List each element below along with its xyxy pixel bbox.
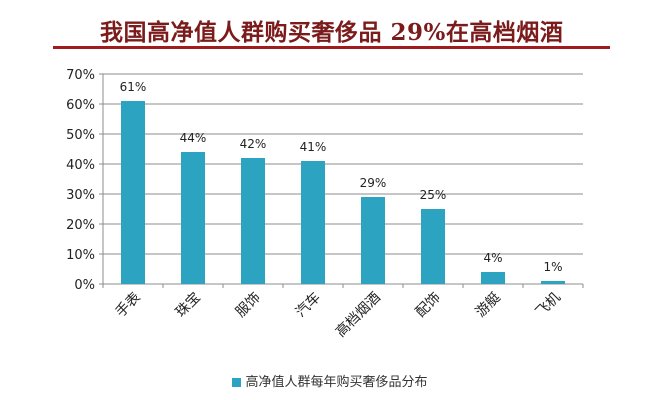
data-label: 44% <box>180 131 207 145</box>
x-tick-label: 服饰 <box>233 290 264 321</box>
chart-title: 我国高净值人群购买奢侈品 29%在高档烟酒 <box>100 19 564 46</box>
bar <box>241 158 265 284</box>
bar <box>121 101 145 284</box>
bar <box>301 161 325 284</box>
legend-swatch <box>232 378 242 387</box>
x-tick-label: 汽车 <box>292 289 324 321</box>
legend: 高净值人群每年购买奢侈品分布 <box>0 371 660 390</box>
title-divider <box>53 46 610 49</box>
y-tick-label: 40% <box>66 158 95 173</box>
bar <box>541 281 565 284</box>
y-tick-label: 10% <box>66 248 95 263</box>
x-tick-label: 手表 <box>113 290 144 321</box>
y-tick-label: 30% <box>66 188 95 203</box>
x-tick-label: 高档烟酒 <box>332 289 384 341</box>
legend-label: 高净值人群每年购买奢侈品分布 <box>245 375 428 390</box>
y-tick-label: 70% <box>66 68 95 83</box>
data-label: 4% <box>483 251 502 265</box>
bar <box>181 152 205 284</box>
x-tick-label: 珠宝 <box>173 290 204 321</box>
data-label: 41% <box>300 140 327 154</box>
data-label: 61% <box>120 80 147 94</box>
x-tick-label: 飞机 <box>533 290 564 321</box>
data-label: 42% <box>240 137 267 151</box>
y-tick-label: 20% <box>66 218 95 233</box>
y-tick-label: 60% <box>66 98 95 113</box>
data-label: 25% <box>420 188 447 202</box>
bar <box>481 272 505 284</box>
x-tick-label: 游艇 <box>473 290 504 321</box>
x-tick-label: 配饰 <box>413 290 444 321</box>
y-tick-label: 50% <box>66 128 95 143</box>
bar <box>421 209 445 284</box>
y-tick-label: 0% <box>74 278 95 293</box>
bar <box>361 197 385 284</box>
data-label: 1% <box>543 260 562 274</box>
data-label: 29% <box>360 176 387 190</box>
